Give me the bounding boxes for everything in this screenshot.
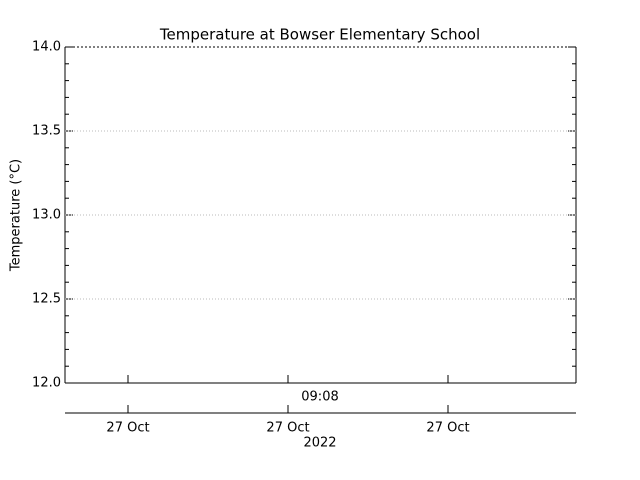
y-tick-label: 12.5 — [32, 292, 61, 307]
chart-title: Temperature at Bowser Elementary School — [159, 26, 480, 44]
date-tick-label: 27 Oct — [106, 421, 149, 436]
y-tick-label: 12.0 — [32, 376, 61, 391]
y-axis-label: Temperature (°C) — [9, 159, 24, 272]
date-tick-label: 27 Oct — [266, 421, 309, 436]
y-tick-label: 13.5 — [32, 124, 61, 139]
y-tick-label: 13.0 — [32, 208, 61, 223]
y-tick-label: 14.0 — [32, 40, 61, 55]
x-axis-label: 2022 — [303, 436, 336, 451]
date-tick-label: 27 Oct — [426, 421, 469, 436]
time-label: 09:08 — [301, 390, 338, 405]
